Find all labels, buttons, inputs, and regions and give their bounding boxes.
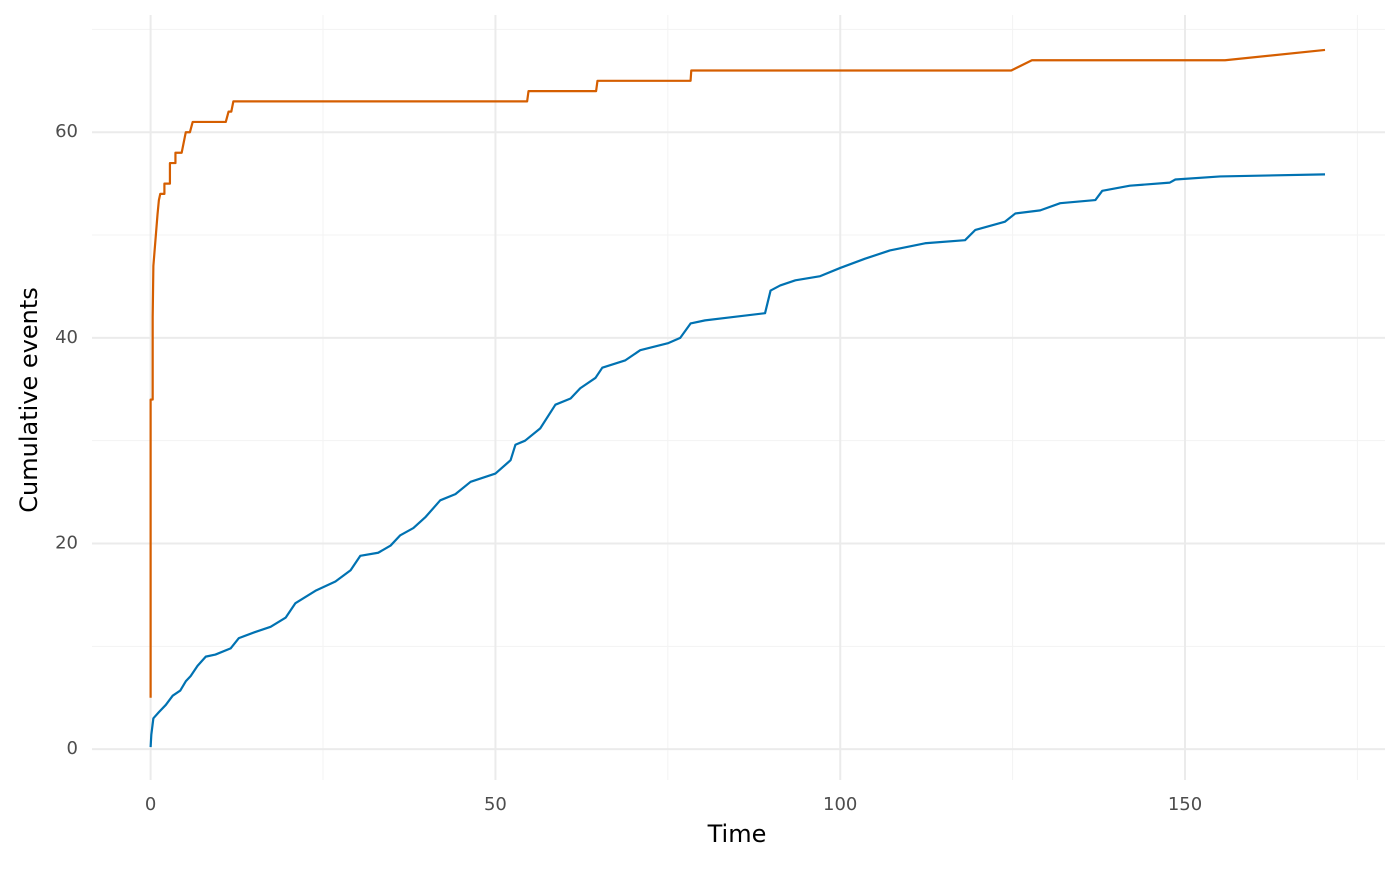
series-line: [149, 173, 1326, 748]
x-tick-label: 50: [484, 794, 507, 815]
y-tick-label: 40: [55, 327, 78, 348]
y-axis-title: Cumulative events: [15, 287, 43, 512]
x-tick-label: 0: [145, 794, 156, 815]
x-tick-label: 150: [1168, 794, 1202, 815]
x-tick-label: 100: [823, 794, 857, 815]
series-line: [149, 48, 1326, 698]
y-tick-label: 20: [55, 533, 78, 554]
x-axis-title: Time: [707, 820, 767, 848]
y-tick-label: 60: [55, 121, 78, 142]
y-tick-label: 0: [67, 738, 78, 759]
